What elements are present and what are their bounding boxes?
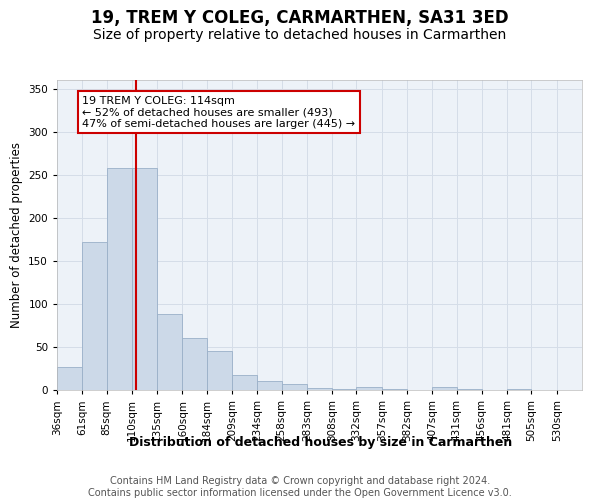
Text: 19, TREM Y COLEG, CARMARTHEN, SA31 3ED: 19, TREM Y COLEG, CARMARTHEN, SA31 3ED <box>91 8 509 26</box>
Bar <box>432 388 457 390</box>
Bar <box>232 374 257 390</box>
Bar <box>182 338 207 390</box>
Bar <box>356 388 382 390</box>
Bar <box>507 389 532 390</box>
Bar <box>382 389 407 390</box>
Bar <box>82 242 107 390</box>
Bar <box>257 382 281 390</box>
Bar <box>157 314 182 390</box>
Bar <box>207 351 232 390</box>
Bar <box>332 389 356 390</box>
Text: Contains HM Land Registry data © Crown copyright and database right 2024.
Contai: Contains HM Land Registry data © Crown c… <box>88 476 512 498</box>
Y-axis label: Number of detached properties: Number of detached properties <box>10 142 23 328</box>
Bar <box>57 367 82 390</box>
Bar <box>281 384 307 390</box>
Bar <box>107 168 132 390</box>
Bar <box>457 389 482 390</box>
Bar <box>132 168 157 390</box>
Text: Size of property relative to detached houses in Carmarthen: Size of property relative to detached ho… <box>94 28 506 42</box>
Text: Distribution of detached houses by size in Carmarthen: Distribution of detached houses by size … <box>130 436 512 449</box>
Bar <box>307 388 332 390</box>
Text: 19 TREM Y COLEG: 114sqm
← 52% of detached houses are smaller (493)
47% of semi-d: 19 TREM Y COLEG: 114sqm ← 52% of detache… <box>82 96 355 128</box>
